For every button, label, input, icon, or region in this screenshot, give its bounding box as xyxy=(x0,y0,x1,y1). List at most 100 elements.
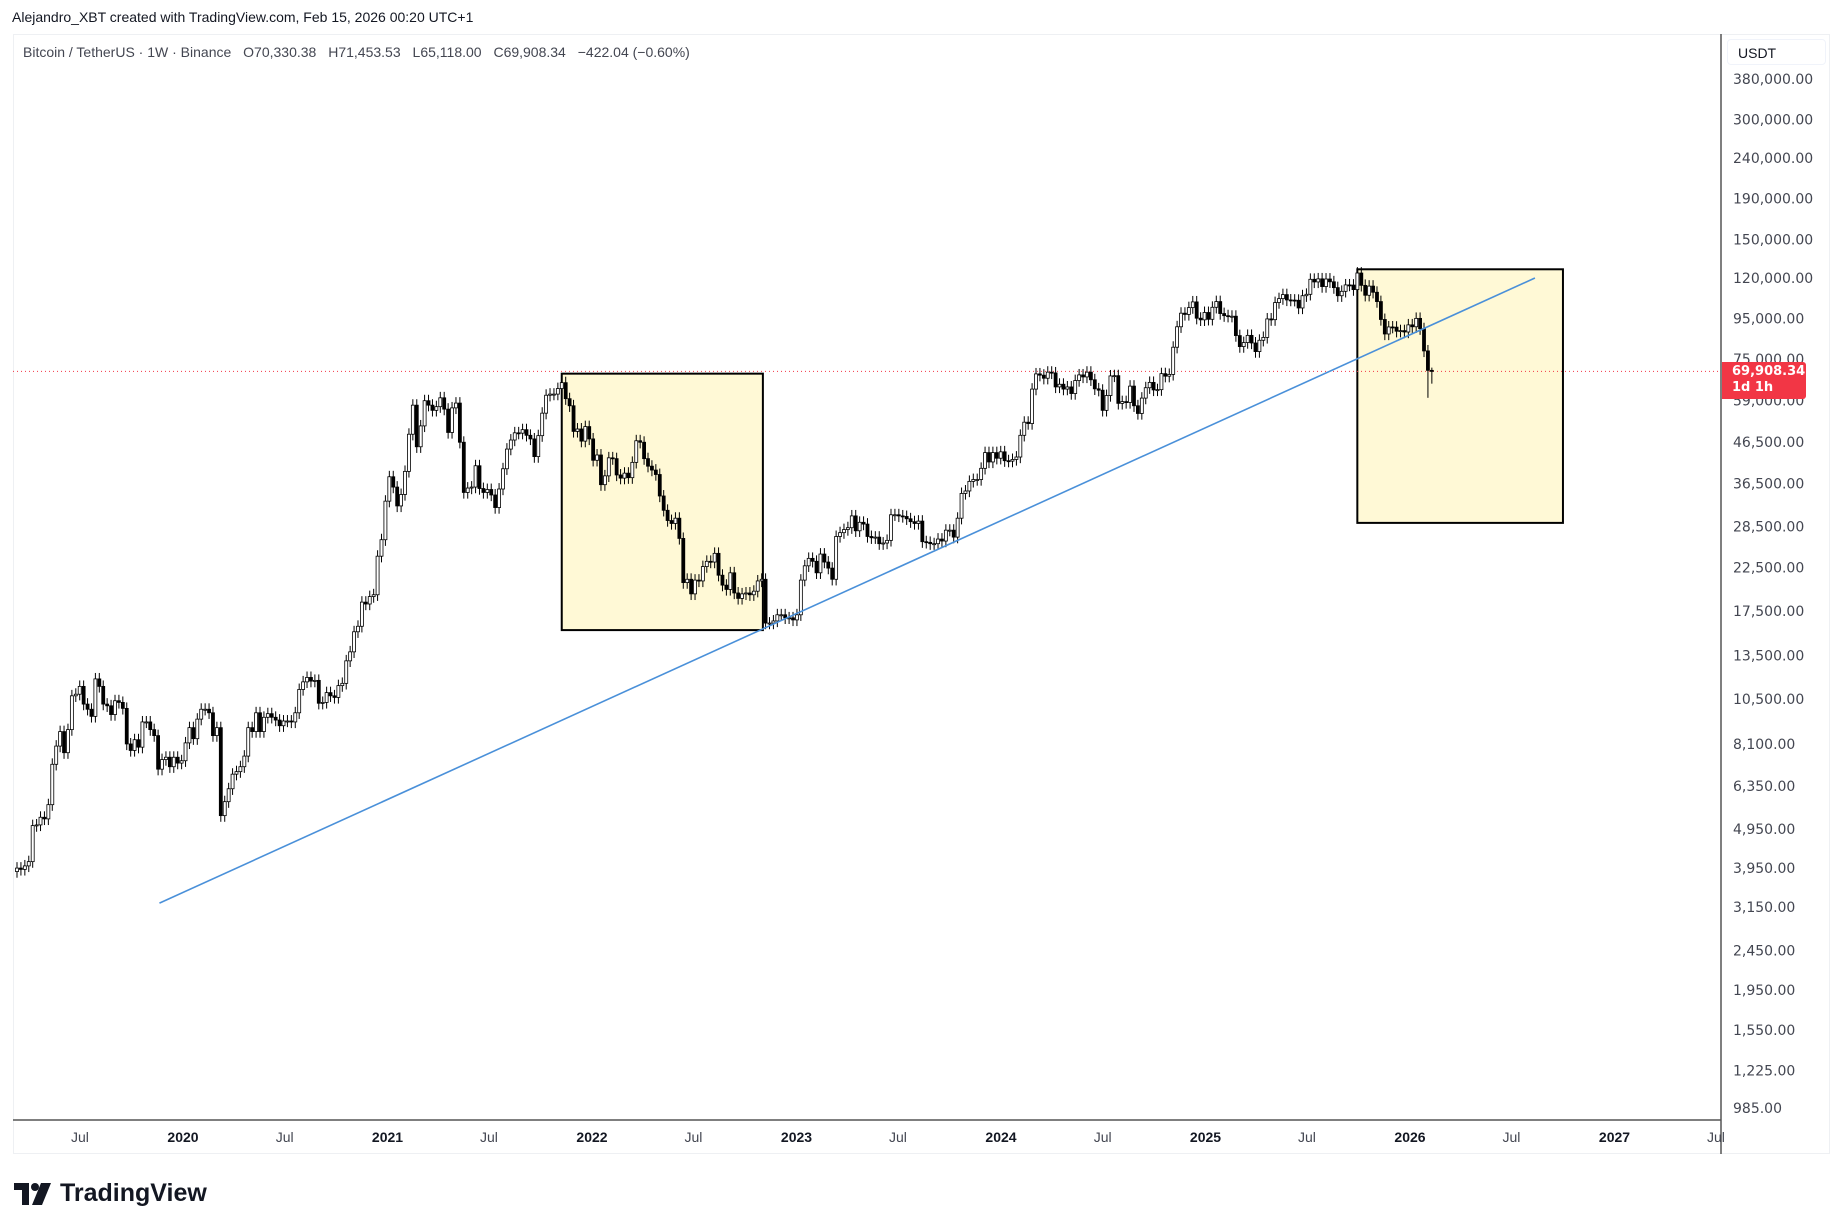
candle-body-down xyxy=(650,465,654,471)
candle-body-down xyxy=(1237,335,1242,347)
candle xyxy=(81,680,86,711)
candle xyxy=(101,680,106,711)
candle-body-up xyxy=(1257,339,1262,352)
candle xyxy=(755,574,760,598)
candle-body-up xyxy=(171,756,176,768)
candle-body-down xyxy=(697,579,701,582)
candle xyxy=(1386,321,1391,341)
candle-body-down xyxy=(563,382,568,400)
candle xyxy=(1045,366,1050,385)
candle-body-up xyxy=(356,625,360,633)
candle xyxy=(1061,378,1066,396)
candle xyxy=(258,706,262,738)
candle xyxy=(293,706,298,729)
candle xyxy=(708,555,713,569)
candle xyxy=(250,721,255,738)
candle xyxy=(1085,366,1089,384)
candle-body-up xyxy=(352,631,356,653)
candle-body-up xyxy=(1230,315,1234,318)
candle xyxy=(1128,380,1132,409)
candle-body-down xyxy=(524,429,529,436)
candle-body-up xyxy=(1057,383,1062,388)
candle-body-down xyxy=(85,703,90,710)
candle xyxy=(1375,286,1379,308)
price-tick-label: 36,500.00 xyxy=(1733,477,1804,493)
candle-body-down xyxy=(1426,350,1430,371)
candle-body-down xyxy=(587,426,592,440)
candle-body-down xyxy=(681,538,686,583)
candle xyxy=(273,711,278,727)
time-tick-label: 2023 xyxy=(781,1129,812,1145)
candle-body-down xyxy=(446,408,451,433)
candle-body-up xyxy=(312,679,317,682)
candle xyxy=(822,548,827,569)
candle-body-down xyxy=(1402,330,1407,333)
candle-body-down xyxy=(250,727,255,732)
candle xyxy=(857,516,862,537)
candle-body-down xyxy=(1198,317,1203,321)
candle xyxy=(246,721,251,763)
ohlc-close: C69,908.34 xyxy=(493,44,566,60)
candle-body-down xyxy=(783,614,788,619)
candle xyxy=(693,574,697,601)
candle xyxy=(22,859,27,876)
candle-body-up xyxy=(281,720,286,727)
candle-body-up xyxy=(622,472,627,479)
candle xyxy=(751,585,756,601)
candle xyxy=(1034,367,1038,396)
candle-body-down xyxy=(657,474,662,497)
candle-body-up xyxy=(1112,375,1117,378)
currency-button[interactable]: USDT xyxy=(1727,39,1826,65)
candle-body-down xyxy=(128,743,133,751)
candle xyxy=(720,569,725,592)
candle-body-up xyxy=(1414,317,1419,328)
candle xyxy=(943,524,948,548)
candle xyxy=(1343,278,1348,298)
candle-body-down xyxy=(457,402,462,443)
candle xyxy=(403,465,407,501)
tradingview-logo-icon xyxy=(14,1182,51,1205)
price-tick-label: 1,550.00 xyxy=(1733,1023,1795,1039)
candle xyxy=(1390,321,1395,334)
candle-body-down xyxy=(618,474,623,479)
candle-body-down xyxy=(105,703,110,707)
candle-body-up xyxy=(1398,330,1403,333)
candle xyxy=(1147,376,1152,394)
symbol-name[interactable]: Bitcoin / TetherUS · 1W · Binance xyxy=(23,44,232,60)
candle-body-up xyxy=(242,755,247,768)
candle-body-down xyxy=(148,721,153,731)
candle xyxy=(771,615,776,630)
candle-body-up xyxy=(179,760,184,764)
candle-body-down xyxy=(175,756,180,764)
candle-body-up xyxy=(1077,374,1082,381)
time-tick-label: Jul xyxy=(1502,1129,1520,1145)
candle xyxy=(418,419,423,453)
candle-body-down xyxy=(869,536,874,539)
candle-body-up xyxy=(418,425,423,448)
candle xyxy=(359,596,364,633)
candle xyxy=(66,723,70,759)
tradingview-logo[interactable]: TradingView xyxy=(14,1179,207,1208)
candle xyxy=(164,751,168,766)
candle-body-down xyxy=(642,441,646,460)
candle xyxy=(301,675,306,696)
candle-body-up xyxy=(1108,375,1113,396)
candle-body-down xyxy=(124,707,129,745)
candle-body-up xyxy=(66,729,70,754)
candle-body-up xyxy=(454,402,458,409)
candle-body-down xyxy=(1151,381,1156,391)
candle xyxy=(1214,295,1219,314)
candle xyxy=(1179,307,1183,333)
candle xyxy=(69,689,74,736)
candle-body-down xyxy=(1163,373,1168,377)
candle-body-up xyxy=(485,489,490,493)
candle xyxy=(932,537,937,550)
candle xyxy=(677,512,682,545)
candle-body-down xyxy=(273,716,278,721)
candle-body-up xyxy=(246,727,251,757)
candle-body-down xyxy=(1351,284,1356,291)
candle-body-down xyxy=(791,617,795,621)
candle-body-down xyxy=(1226,315,1230,318)
candle xyxy=(634,434,639,469)
